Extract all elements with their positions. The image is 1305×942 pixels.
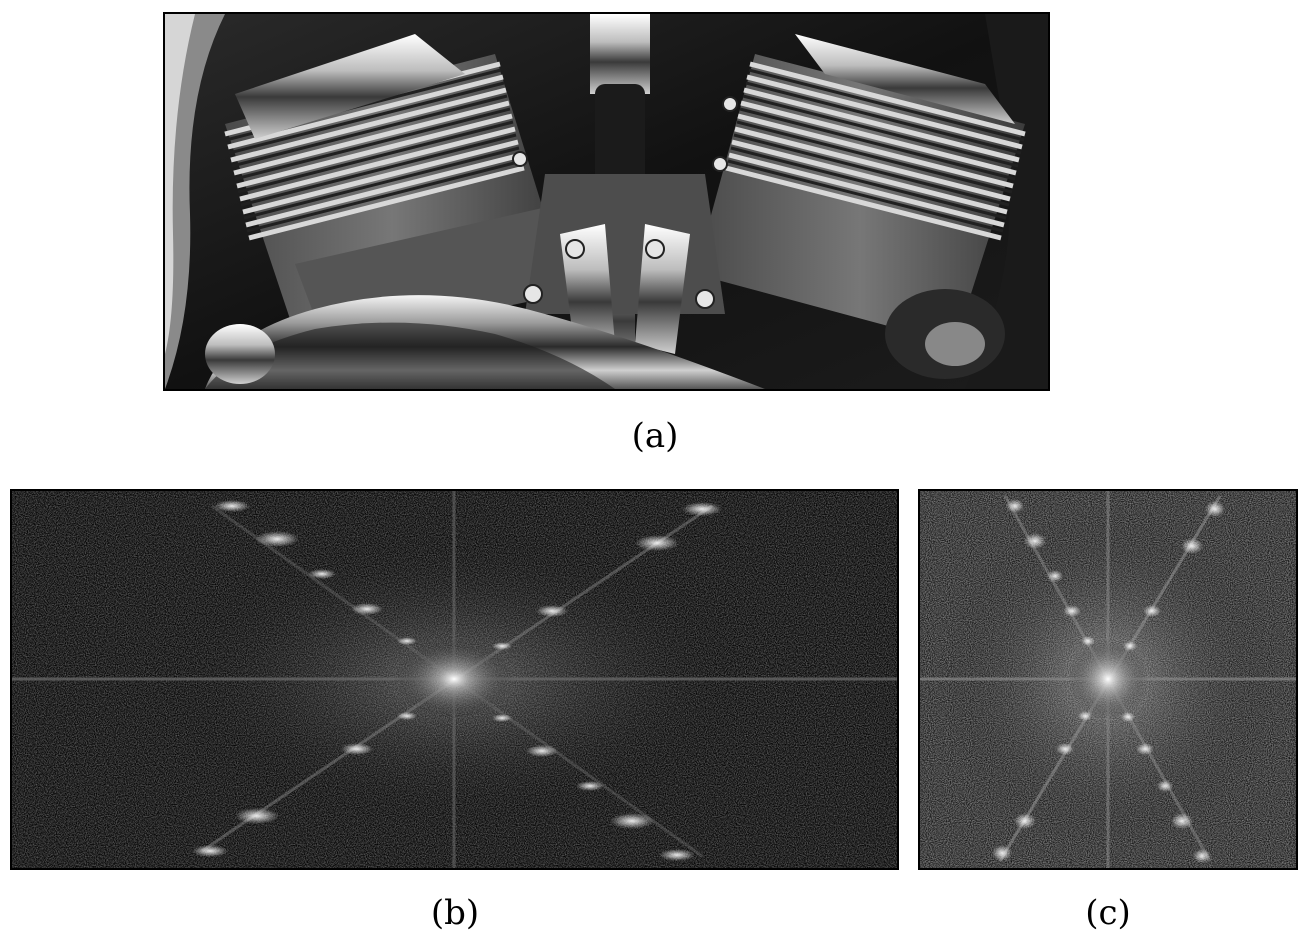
spectrum-panel-wide bbox=[10, 489, 899, 870]
fourier-magnitude-spectrum bbox=[12, 491, 897, 868]
panel-b-caption: (b) bbox=[430, 893, 480, 933]
panel-a-caption: (a) bbox=[631, 416, 679, 456]
panel-c-caption: (c) bbox=[1085, 893, 1131, 933]
spectrum-panel-square bbox=[918, 489, 1298, 870]
engine-photo-panel bbox=[163, 12, 1050, 391]
motorcycle-engine-image bbox=[165, 14, 1048, 389]
fourier-magnitude-spectrum bbox=[920, 491, 1296, 868]
